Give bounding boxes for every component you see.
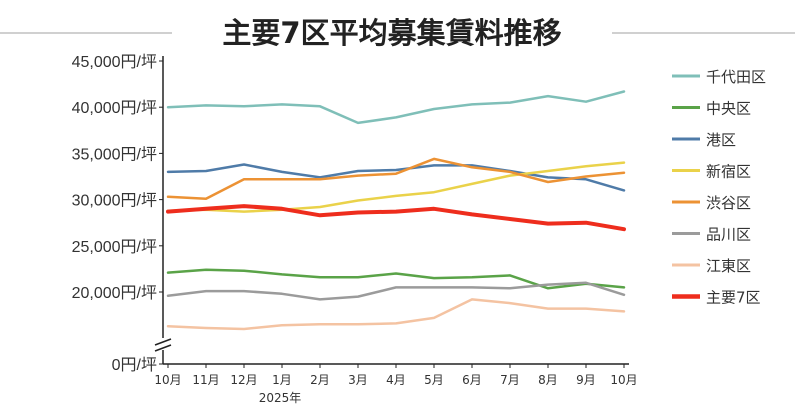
chart-title: 主要7区平均募集賃料推移 [222,16,561,50]
legend-label: 中央区 [706,100,751,118]
series-layer [166,90,626,331]
x-tick-label: 10月 [154,373,181,387]
y-tick-label: 45,000円/坪 [72,53,157,71]
series-line [166,281,626,301]
series-line [166,298,626,331]
x-tick-label: 11月 [192,373,219,387]
x-tick-label: 12月 [230,373,257,387]
x-tick-label: 9月 [576,373,596,387]
series-line [166,204,626,232]
series-line [166,157,626,200]
legend-label: 千代田区 [706,68,766,86]
legend-label: 江東区 [706,257,751,275]
series-line [166,161,626,213]
x-tick-label: 5月 [424,373,444,387]
x-tick-label: 4月 [386,373,406,387]
axis-break-mark-lower [154,344,172,352]
legend-label: 新宿区 [706,163,751,181]
x-tick-label: 6月 [462,373,482,387]
y-tick-label: 40,000円/坪 [72,99,157,117]
x-tick-label: 10月 [610,373,637,387]
legend-label: 主要7区 [706,289,761,307]
axis-break-mark-upper [154,338,172,346]
y-tick-label: 20,000円/坪 [72,284,157,302]
y-tick-label: 30,000円/坪 [72,192,157,210]
series-line [166,90,626,125]
y-tick-label: 0円/坪 [112,356,157,374]
x-tick-label: 3月 [348,373,368,387]
x-tick-label: 8月 [538,373,558,387]
axis-break-gap [153,338,173,350]
series-line [166,268,626,290]
x-tick-label: 7月 [500,373,520,387]
x-tick-label: 1月 [272,373,292,387]
title-group: 主要7区平均募集賃料推移 [0,16,795,50]
legend-label: 品川区 [706,226,751,244]
series-line [166,163,626,192]
x-year-label: 2025年 [259,391,302,405]
legend-label: 渋谷区 [706,194,751,212]
x-tick-label: 2月 [310,373,330,387]
axes: 0円/坪 20,000円/坪 25,000円/坪 30,000円/坪 35,000円/坪… [72,53,638,405]
legend-label: 港区 [706,131,736,149]
y-tick-label: 35,000円/坪 [72,145,157,163]
y-tick-label: 25,000円/坪 [72,238,157,256]
